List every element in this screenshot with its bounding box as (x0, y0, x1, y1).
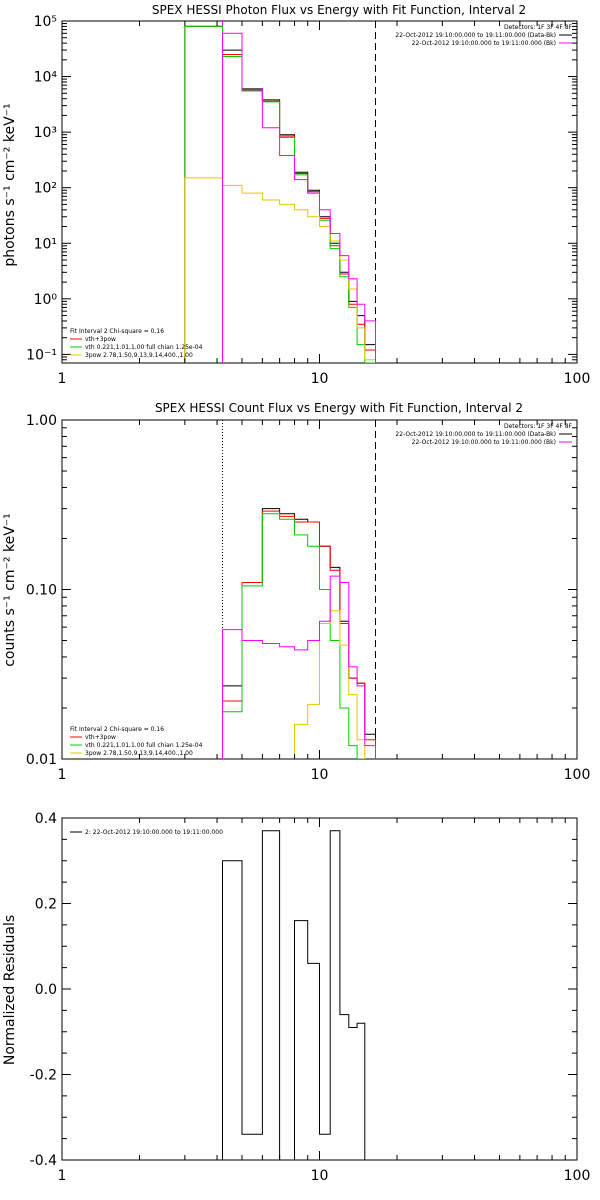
y-tick-label: 10² (34, 181, 57, 197)
x-tick-label: 100 (564, 371, 591, 387)
series-background (222, 575, 376, 759)
legend-entry-thermal: vth 0.221,1.01,1.00 full chian 1.25e-04 (85, 344, 203, 351)
legend-entry-fit: vth+3pow (85, 734, 116, 741)
x-tick-label: 10 (311, 371, 329, 387)
legend-left: Fit Interval 2 Chi-square = 0.16 vth+3po… (70, 328, 203, 359)
panel-title: SPEX HESSI Photon Flux vs Energy with Fi… (152, 3, 526, 17)
series-powerlaw (184, 177, 376, 363)
series-fit (222, 510, 376, 759)
y-axis-label: counts s⁻¹ cm⁻² keV⁻¹ (2, 513, 18, 667)
legend-header: Detectors: 1F 3F 4F 8F (504, 423, 573, 430)
y-tick-label: 10⁵ (34, 14, 57, 30)
legend-entry-background: 22-Oct-2012 19:10:00.000 to 19:11:00.000… (412, 40, 556, 47)
legend-entry-fit: vth+3pow (85, 336, 116, 343)
x-tick-label: 10 (311, 767, 329, 783)
panel-title: SPEX HESSI Count Flux vs Energy with Fit… (155, 401, 523, 415)
y-tick-label: 0.4 (35, 811, 57, 827)
y-tick-label: 0.01 (26, 752, 57, 768)
count-flux-panel: SPEX HESSI Count Flux vs Energy with Fit… (2, 401, 590, 783)
legend-entry-interval: 2: 22-Oct-2012 19:10:00.000 to 19:11:00.… (85, 829, 223, 836)
legend-right: Detectors: 1F 3F 4F 8F 22-Oct-2012 19:10… (395, 423, 572, 446)
photon-flux-panel: SPEX HESSI Photon Flux vs Energy with Fi… (2, 3, 590, 387)
series-thermal (222, 513, 366, 759)
x-tick-label: 1 (58, 767, 67, 783)
legend-entry-powerlaw: 3pow 2.78,1.50,9.13,9.14,400.,1.00 (85, 750, 193, 757)
x-tick-label: 100 (564, 1168, 591, 1184)
legend-entry-background: 22-Oct-2012 19:10:00.000 to 19:11:00.000… (412, 439, 556, 446)
y-axis-label: photons s⁻¹ cm⁻² keV⁻¹ (2, 103, 18, 266)
y-tick-label: 1.00 (26, 413, 57, 429)
legend-left: 2: 22-Oct-2012 19:10:00.000 to 19:11:00.… (70, 829, 223, 836)
x-tick-label: 1 (58, 1168, 67, 1184)
legend-right: Detectors: 1F 3F 4F 8F 22-Oct-2012 19:10… (395, 24, 572, 47)
series-powerlaw (294, 610, 366, 759)
legend-header: Fit Interval 2 Chi-square = 0.16 (70, 726, 164, 733)
y-tick-label: 0.2 (35, 897, 57, 913)
legend-header: Detectors: 1F 3F 4F 8F (504, 24, 573, 31)
y-tick-label: 10¹ (34, 236, 57, 252)
x-tick-label: 1 (58, 371, 67, 387)
y-tick-label: 0.0 (35, 982, 57, 998)
legend-entry-data: 22-Oct-2012 19:10:00.000 to 19:11:00.000… (395, 431, 556, 438)
y-tick-label: -0.4 (30, 1153, 57, 1169)
legend-left: Fit Interval 2 Chi-square = 0.16 vth+3po… (70, 726, 203, 757)
residuals-panel: Normalized Residuals 1 10 100 -0.4 -0.2 0.0 0… (2, 811, 590, 1184)
x-tick-label: 100 (564, 767, 591, 783)
y-tick-label: 10⁰ (34, 292, 58, 308)
legend-entry-data: 22-Oct-2012 19:10:00.000 to 19:11:00.000… (395, 32, 556, 39)
legend-entry-powerlaw: 3pow 2.78,1.50,9.13,9.14,400.,1.00 (85, 352, 193, 359)
series-residuals (222, 830, 366, 1160)
series-background (222, 32, 376, 363)
legend-entry-thermal: vth 0.221,1.01,1.00 full chian 1.25e-04 (85, 742, 203, 749)
x-tick-label: 10 (311, 1168, 329, 1184)
y-tick-label: 10⁴ (34, 70, 58, 86)
y-tick-label: 10³ (34, 125, 57, 141)
y-axis-label: Normalized Residuals (2, 915, 18, 1065)
y-tick-label: 10⁻¹ (26, 347, 57, 363)
legend-header: Fit Interval 2 Chi-square = 0.16 (70, 328, 164, 335)
y-tick-label: -0.2 (30, 1068, 57, 1084)
y-tick-label: 0.10 (26, 583, 57, 599)
series-data (222, 508, 376, 759)
